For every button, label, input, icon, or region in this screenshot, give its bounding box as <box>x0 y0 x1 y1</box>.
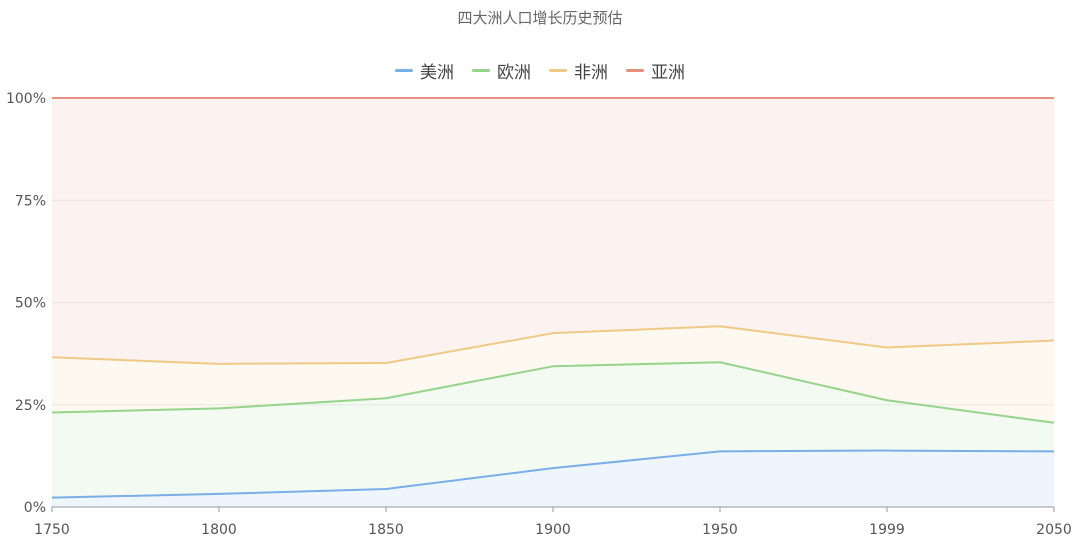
x-tick-label: 1999 <box>869 522 905 538</box>
x-tick-label: 1850 <box>368 522 404 538</box>
legend-item-africa[interactable]: 非洲 <box>549 58 608 83</box>
y-tick-label: 25% <box>15 398 46 414</box>
legend-item-america[interactable]: 美洲 <box>395 58 454 83</box>
area-0 <box>52 450 1054 507</box>
chart-title: 四大洲人口增长历史预估 <box>457 9 623 27</box>
legend-swatch-europe <box>472 69 490 72</box>
legend: 美洲 欧洲 非洲 亚洲 <box>0 58 1080 83</box>
x-tick-label: 1750 <box>34 522 70 538</box>
x-tick-label: 2050 <box>1036 522 1072 538</box>
series-line-2 <box>51 325 1055 365</box>
area-2 <box>52 326 1054 423</box>
y-tick-label: 100% <box>6 91 46 107</box>
legend-swatch-asia <box>626 69 644 72</box>
x-tick-label: 1900 <box>535 522 571 538</box>
legend-label-asia: 亚洲 <box>651 63 685 83</box>
x-tick-label: 1800 <box>201 522 237 538</box>
legend-swatch-africa <box>549 69 567 72</box>
legend-label-africa: 非洲 <box>574 63 608 83</box>
legend-swatch-america <box>395 69 413 72</box>
series-line-1 <box>51 361 1055 424</box>
y-tick-label: 0% <box>24 500 46 516</box>
legend-item-asia[interactable]: 亚洲 <box>626 58 685 83</box>
legend-item-europe[interactable]: 欧洲 <box>472 58 531 83</box>
series-line-0 <box>51 449 1055 499</box>
y-tick-label: 75% <box>15 193 46 209</box>
area-1 <box>52 362 1054 498</box>
legend-label-america: 美洲 <box>420 63 454 83</box>
legend-label-europe: 欧洲 <box>497 63 531 83</box>
x-tick-label: 1950 <box>702 522 738 538</box>
area-3 <box>52 98 1054 364</box>
y-tick-label: 50% <box>15 296 46 312</box>
